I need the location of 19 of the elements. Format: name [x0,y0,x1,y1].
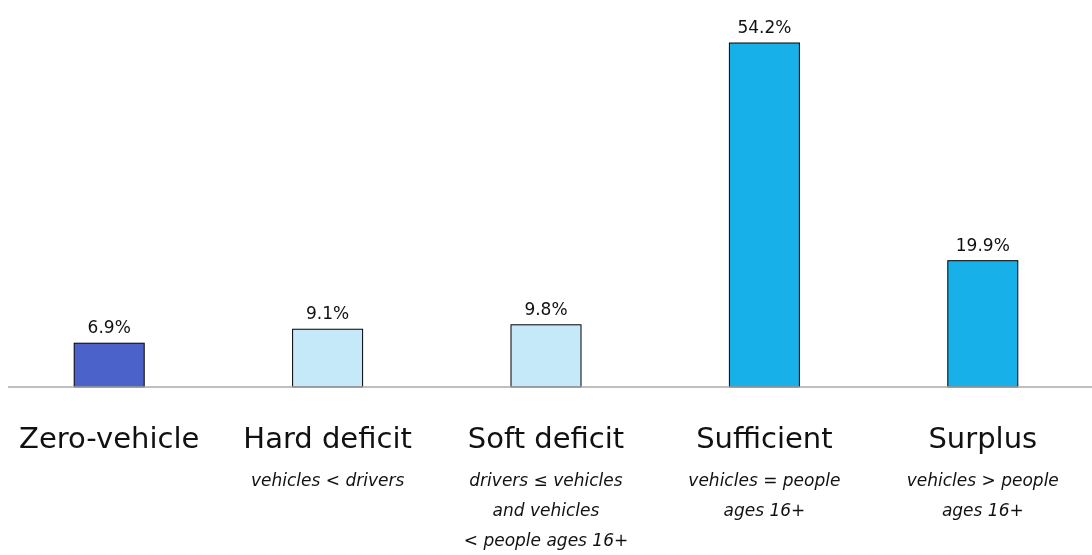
x-tick-label: Soft deficit [467,421,625,455]
bar [73,342,145,388]
data-label: 6.9% [87,317,131,338]
text: vehicles > people ages 16+ [906,470,1059,520]
text: vehicles = people ages 16+ [688,470,841,520]
data-label: 54.2% [737,17,792,37]
bar [292,328,364,388]
x-tick-label: Sufficient [696,421,833,455]
text: drivers ≤ vehicles and vehicles < people ages 16+ [463,470,629,550]
data-label: 9.8% [524,298,568,319]
bar [510,324,582,388]
x-tick-label: Zero-vehicle [19,421,200,455]
x-tick-label: Surplus [928,421,1038,455]
bar [947,260,1019,388]
data-label: 9.1% [306,303,350,324]
text: vehicles < drivers [250,470,405,490]
bar [728,42,800,388]
x-tick-label: Hard deficit [243,421,412,455]
data-label: 19.9% [955,234,1010,255]
